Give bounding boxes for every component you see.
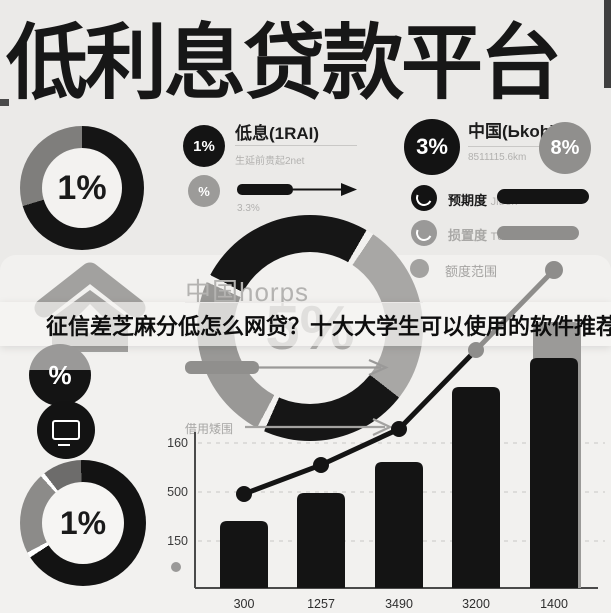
percent-badge-small: % xyxy=(188,175,220,207)
china-rule xyxy=(468,146,552,147)
trend-line-gray xyxy=(474,268,556,352)
x-category-label: 1257 xyxy=(307,597,335,611)
combo-chart: 160 500 150 300 1257 3490 3200 1400 xyxy=(167,261,605,611)
banner-headline: 征信差芝麻分低怎么网贷？十大大学生可以使用的软件推荐 xyxy=(46,314,611,339)
line-point xyxy=(236,486,252,502)
bar xyxy=(297,493,345,588)
gray-arrow-line xyxy=(245,418,393,436)
gauge-icon-gray xyxy=(411,220,437,246)
donut-chart-top: 1% xyxy=(20,126,144,250)
interest-rule xyxy=(235,145,357,146)
donut-top-value: 1% xyxy=(42,148,122,228)
china-subtext: 8511115.6km xyxy=(468,152,527,163)
y-tick-label: 160 xyxy=(167,436,188,450)
interest-heading: 低息(1RAI) xyxy=(235,124,320,143)
china-black-badge: 3% xyxy=(404,119,460,175)
bar xyxy=(530,358,578,588)
borrow-label: 借用矮围 xyxy=(185,422,234,436)
gauge-icon xyxy=(411,185,437,211)
row3-label: 额度范围 xyxy=(445,264,498,279)
stray-dot xyxy=(171,562,181,572)
edge-decor-block xyxy=(0,99,9,106)
row2-text: 损置度 xyxy=(448,228,488,243)
row2-bar xyxy=(497,226,579,240)
black-arrow-bar xyxy=(237,183,357,196)
x-category-label: 1400 xyxy=(540,597,568,611)
bar xyxy=(220,521,268,588)
x-category-label: 300 xyxy=(234,597,255,611)
bar xyxy=(375,462,423,588)
y-tick-label: 500 xyxy=(167,485,188,499)
x-category-label: 3200 xyxy=(462,597,490,611)
trend-line-black xyxy=(243,348,478,497)
monitor-icon xyxy=(37,401,95,459)
china-gray-badge: 8% xyxy=(539,122,591,174)
x-category-label: 3490 xyxy=(385,597,413,611)
row1-text: 预期度 xyxy=(448,193,488,208)
line-point xyxy=(313,457,329,473)
percent-circle: % xyxy=(29,344,91,406)
page-title: 低利息贷款平台 xyxy=(6,18,562,109)
donut-chart-bottom: 1% xyxy=(20,460,146,586)
interest-badge: 1% xyxy=(183,125,225,167)
china-heading: 中国(Ьkoϸ) xyxy=(468,122,556,141)
rate-note: 3.3% xyxy=(237,203,260,214)
line-point xyxy=(391,421,407,437)
bar xyxy=(452,387,500,588)
donut-bottom-value: 1% xyxy=(42,482,124,564)
y-tick-label: 150 xyxy=(167,534,188,548)
corner-decor-strip xyxy=(604,0,611,88)
legend-dot xyxy=(410,259,429,278)
banner-strip xyxy=(0,302,611,346)
gray-arrow-bar xyxy=(185,358,389,377)
line-point xyxy=(468,342,484,358)
interest-subtext: 生延前贵起2net xyxy=(235,156,305,167)
line-point xyxy=(545,261,563,279)
row1-bar xyxy=(497,189,589,204)
